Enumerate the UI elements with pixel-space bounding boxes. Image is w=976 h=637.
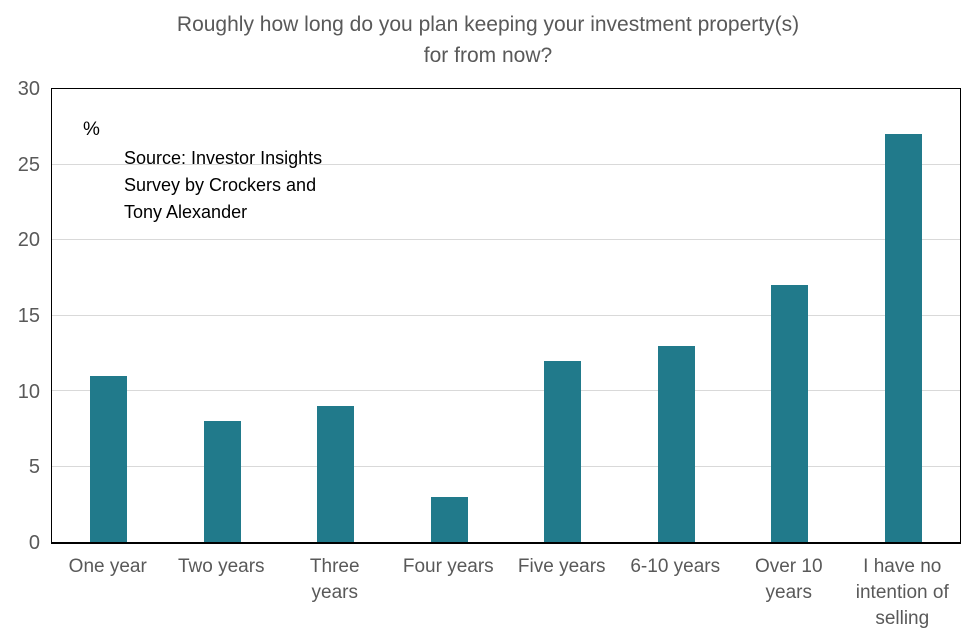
bar-slot-4 [393,89,507,542]
y-axis-unit-label: % [83,119,100,140]
bar-slot-6 [620,89,734,542]
bar [317,406,355,542]
bar-slot-7 [733,89,847,542]
y-tick-label: 15 [17,305,40,327]
chart-title: Roughly how long do you plan keeping you… [176,13,800,67]
bar [771,285,809,542]
bar-slot-2 [166,89,280,542]
bar-slot-5 [506,89,620,542]
y-tick-label: 0 [28,532,40,554]
bar [884,134,922,542]
x-tick-label-2: Two years [177,556,265,577]
bar [90,375,128,542]
x-tick-label-7: Over 10 years [754,556,823,603]
bars-container [52,89,960,542]
bar-slot-3 [279,89,393,542]
y-tick-label: 10 [17,380,40,403]
gridline [52,163,960,165]
bar-slot-8 [847,89,961,542]
gridline [52,239,960,241]
bar-slot-1 [52,89,166,542]
y-tick-label: 25 [17,153,40,176]
bar [544,360,582,542]
source-annotation: Source: Investor Insights Survey by Croc… [124,148,323,222]
gridline [52,390,960,392]
bar [657,345,695,542]
bar [203,421,241,542]
y-tick-label: 30 [17,78,40,100]
x-tick-label-6: 6-10 years [630,556,721,577]
x-tick-label-3: Three years [309,556,360,603]
y-tick-label: 20 [17,229,40,252]
gridline [52,465,960,467]
x-tick-label-4: Four years [402,556,494,577]
bar [430,496,468,542]
x-tick-label-1: One year [68,556,147,577]
x-tick-label-5: Five years [517,556,606,577]
plot-area: % Source: Investor Insights Survey by Cr… [51,88,961,544]
y-axis: 0 5 10 15 20 25 30 [0,79,40,553]
y-tick-label: 5 [28,456,40,479]
x-axis-labels: One year Two years Three years Four years Fi… [51,554,959,632]
gridline [52,314,960,316]
x-tick-label-8: I have no intention of selling [855,556,949,629]
